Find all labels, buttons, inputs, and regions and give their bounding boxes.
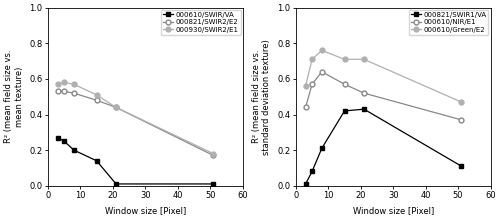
000821/SWIR2/E2 — [71, 92, 77, 94]
000930/SWIR2/E1 — [210, 152, 216, 155]
000610/SWIR/VA — [61, 140, 67, 143]
000610/SWIR/VA — [94, 159, 100, 162]
Line: 000610/NIR/E1: 000610/NIR/E1 — [303, 69, 464, 122]
Line: 000610/Green/E2: 000610/Green/E2 — [303, 48, 464, 104]
Line: 000930/SWIR2/E1: 000930/SWIR2/E1 — [55, 80, 216, 156]
Y-axis label: R² (mean field size vs.
mean texture): R² (mean field size vs. mean texture) — [4, 50, 24, 143]
000930/SWIR2/E1 — [71, 83, 77, 86]
000821/SWIR1/VA — [342, 110, 347, 112]
000821/SWIR1/VA — [361, 108, 367, 110]
000930/SWIR2/E1 — [61, 81, 67, 84]
000610/SWIR/VA — [113, 183, 119, 185]
000610/SWIR/VA — [54, 136, 60, 139]
Y-axis label: R² (mean field size vs.
standard deviation texture): R² (mean field size vs. standard deviati… — [252, 39, 272, 155]
Legend: 000821/SWIR1/VA, 000610/NIR/E1, 000610/Green/E2: 000821/SWIR1/VA, 000610/NIR/E1, 000610/G… — [408, 10, 488, 35]
000821/SWIR2/E2 — [94, 99, 100, 102]
000610/NIR/E1 — [361, 92, 367, 94]
000610/Green/E2 — [458, 101, 464, 103]
000930/SWIR2/E1 — [113, 106, 119, 109]
000610/NIR/E1 — [458, 118, 464, 121]
000610/Green/E2 — [302, 85, 308, 87]
X-axis label: Window size [Pixel]: Window size [Pixel] — [104, 206, 186, 215]
X-axis label: Window size [Pixel]: Window size [Pixel] — [352, 206, 434, 215]
000610/Green/E2 — [309, 58, 315, 61]
000930/SWIR2/E1 — [54, 83, 60, 86]
000821/SWIR2/E2 — [210, 154, 216, 157]
Line: 000610/SWIR/VA: 000610/SWIR/VA — [55, 135, 216, 186]
000610/Green/E2 — [361, 58, 367, 61]
000821/SWIR1/VA — [458, 165, 464, 168]
000610/SWIR/VA — [210, 183, 216, 185]
000930/SWIR2/E1 — [94, 94, 100, 96]
000610/NIR/E1 — [319, 71, 325, 73]
000821/SWIR1/VA — [302, 183, 308, 185]
Line: 000821/SWIR2/E2: 000821/SWIR2/E2 — [55, 89, 216, 158]
000821/SWIR2/E2 — [113, 106, 119, 109]
000610/NIR/E1 — [309, 83, 315, 86]
Line: 000821/SWIR1/VA: 000821/SWIR1/VA — [303, 107, 464, 186]
000821/SWIR2/E2 — [54, 90, 60, 93]
000821/SWIR2/E2 — [61, 90, 67, 93]
000821/SWIR1/VA — [319, 147, 325, 150]
000610/SWIR/VA — [71, 149, 77, 151]
000610/Green/E2 — [342, 58, 347, 61]
000610/Green/E2 — [319, 49, 325, 52]
000610/NIR/E1 — [302, 106, 308, 109]
000821/SWIR1/VA — [309, 170, 315, 173]
Legend: 000610/SWIR/VA, 000821/SWIR2/E2, 000930/SWIR2/E1: 000610/SWIR/VA, 000821/SWIR2/E2, 000930/… — [161, 10, 240, 35]
000610/NIR/E1 — [342, 83, 347, 86]
